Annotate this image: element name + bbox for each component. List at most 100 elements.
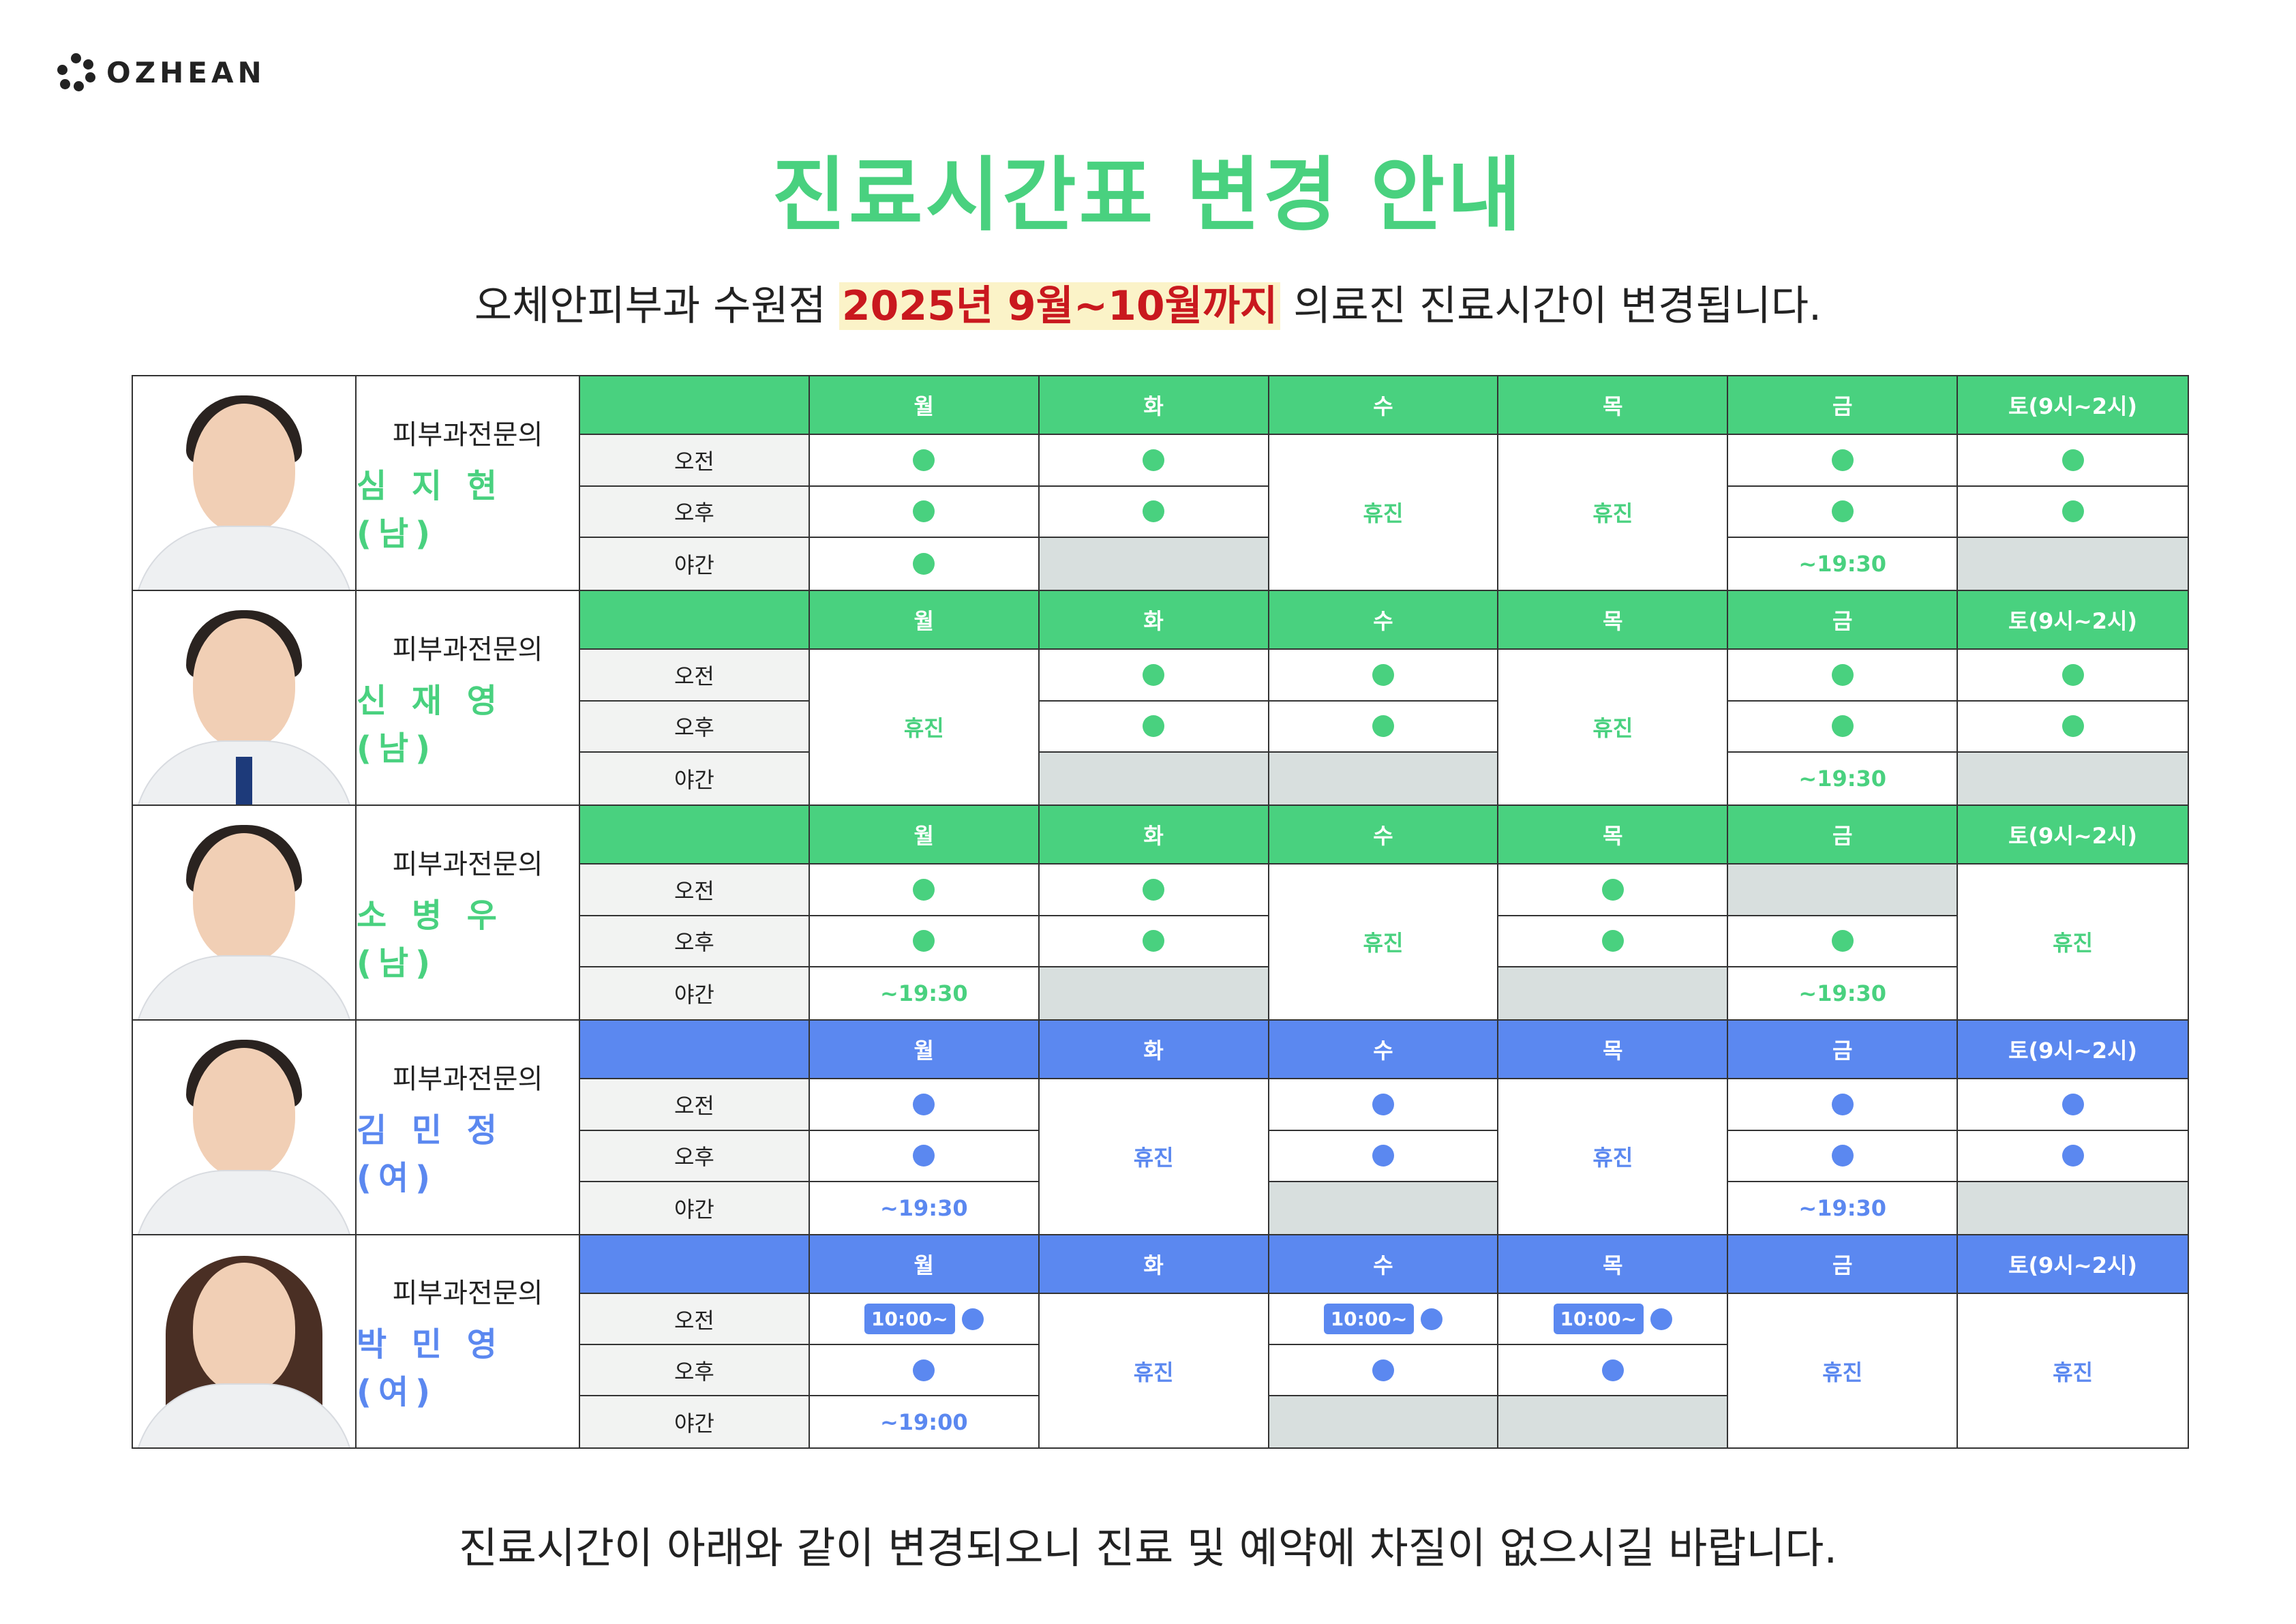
logo-text: OZHEAN xyxy=(106,55,266,89)
closed-cell: 휴진 xyxy=(1269,435,1499,590)
day-header: 목 xyxy=(1498,1021,1729,1079)
day-header: 수 xyxy=(1269,591,1499,650)
schedule-table: 피부과전문의 심 지 현(남) 월 화 수 목 금 토(9시~2시) 오전 오후 야간 휴진 휴진 ~19… xyxy=(132,375,2189,1449)
day-header: 금 xyxy=(1728,376,1959,435)
doctor-photo xyxy=(133,376,357,590)
session-cell xyxy=(1728,486,1959,539)
session-cell xyxy=(1039,650,1269,702)
day-header: 목 xyxy=(1498,591,1729,650)
night-hours-cell: ~19:30 xyxy=(810,967,1040,1019)
day-header: 토(9시~2시) xyxy=(1958,1021,2188,1079)
day-header: 월 xyxy=(809,376,1040,435)
doctor-photo xyxy=(133,1021,357,1234)
available-dot-icon xyxy=(1143,715,1165,738)
session-cell xyxy=(1958,702,2188,753)
doctor-name: 김 민 정(여) xyxy=(357,1111,504,1197)
doctor-name-cell: 피부과전문의 신 재 영(남) xyxy=(357,591,580,805)
session-cell xyxy=(810,538,1040,590)
period-label: 오후 xyxy=(580,916,810,968)
available-dot-icon xyxy=(1372,1093,1394,1115)
day-header: 월 xyxy=(809,591,1040,650)
available-dot-icon xyxy=(1601,878,1624,901)
available-dot-icon xyxy=(2061,663,2084,686)
header-corner xyxy=(580,806,810,864)
start-time-badge: 10:00~ xyxy=(864,1304,955,1334)
session-cell xyxy=(1039,864,1269,916)
available-dot-icon xyxy=(1650,1308,1673,1330)
session-cell xyxy=(809,1345,1040,1396)
period-label: 오후 xyxy=(580,1345,810,1396)
session-cell xyxy=(1269,1345,1499,1396)
night-hours-cell: ~19:30 xyxy=(810,1182,1040,1234)
closed-cell: 휴진 xyxy=(1498,1079,1729,1234)
day-header: 토(9시~2시) xyxy=(1958,591,2188,650)
session-cell xyxy=(1728,701,1959,753)
day-header: 화 xyxy=(1039,1235,1269,1294)
doctor-face xyxy=(193,1263,295,1392)
unavailable-cell xyxy=(1039,753,1269,805)
session-cell: 10:00~ xyxy=(1269,1294,1499,1345)
available-dot-icon xyxy=(1601,1359,1624,1381)
day-header: 월 xyxy=(809,1235,1040,1294)
unavailable-cell xyxy=(1958,1182,2188,1234)
session-cell xyxy=(1728,1079,1959,1131)
unavailable-cell xyxy=(1269,1182,1499,1234)
day-header: 금 xyxy=(1728,1021,1959,1079)
night-hours-cell: ~19:30 xyxy=(1728,1182,1959,1234)
available-dot-icon xyxy=(2061,1093,2084,1115)
session-cell xyxy=(809,864,1040,916)
unavailable-cell xyxy=(1958,538,2188,590)
doctor-name: 소 병 우(남) xyxy=(357,896,504,982)
session-cell xyxy=(1269,1130,1499,1183)
doctor-schedule-block: 피부과전문의 김 민 정(여) 월 화 수 목 금 토(9시~2시) 오전 오후 야간 ~19:30 휴… xyxy=(132,1019,2189,1234)
period-label: 야간 xyxy=(580,538,810,590)
doctor-face xyxy=(193,618,295,748)
unavailable-cell xyxy=(1039,538,1269,590)
available-dot-icon xyxy=(1831,663,1854,686)
period-label: 야간 xyxy=(580,1182,810,1234)
unavailable-cell xyxy=(1269,753,1499,805)
day-header: 화 xyxy=(1039,376,1269,435)
period-label: 오전 xyxy=(580,435,810,487)
available-dot-icon xyxy=(1831,500,1854,523)
doctor-face xyxy=(193,404,295,533)
closed-cell: 휴진 xyxy=(2053,1359,2094,1385)
day-header: 수 xyxy=(1269,1021,1499,1079)
day-header: 화 xyxy=(1039,806,1269,864)
period-label: 오후 xyxy=(580,486,810,539)
schedule-grid: 월 화 수 목 금 토(9시~2시) 오전 오후 야간 ~19:30 휴진 ~19:30 휴진 xyxy=(580,806,2188,1019)
header-corner xyxy=(580,591,810,650)
session-cell xyxy=(1039,701,1269,753)
subtitle-after: 의료진 진료시간이 변경됩니다. xyxy=(1280,282,1822,330)
doctor-name-cell: 피부과전문의 박 민 영(여) xyxy=(357,1235,580,1447)
doctor-coat xyxy=(134,1170,354,1234)
doctor-photo xyxy=(133,591,357,805)
session-cell xyxy=(1498,1345,1729,1396)
closed-cell: 휴진 xyxy=(1269,864,1499,1019)
unavailable-cell xyxy=(1728,864,1959,916)
night-hours-cell: ~19:30 xyxy=(1728,967,1959,1019)
header-corner xyxy=(580,1021,810,1079)
available-dot-icon xyxy=(1831,1093,1854,1115)
available-dot-icon xyxy=(913,1359,935,1381)
day-header: 토(9시~2시) xyxy=(1958,1235,2188,1294)
doctor-photo xyxy=(133,806,357,1019)
session-cell: 10:00~ xyxy=(809,1294,1040,1345)
available-dot-icon xyxy=(913,878,935,901)
day-header: 목 xyxy=(1498,806,1729,864)
available-dot-icon xyxy=(1831,930,1854,952)
subtitle-highlight: 2025년 9월~10월까지 xyxy=(839,282,1281,330)
closed-cell: 휴진 xyxy=(1498,435,1729,590)
available-dot-icon xyxy=(2061,1145,2084,1167)
session-cell xyxy=(1958,1131,2188,1183)
available-dot-icon xyxy=(1831,715,1854,738)
start-time-badge: 10:00~ xyxy=(1323,1304,1415,1334)
available-dot-icon xyxy=(1143,878,1165,901)
header-corner xyxy=(580,1235,810,1294)
available-dot-icon xyxy=(913,930,935,952)
available-dot-icon xyxy=(1421,1308,1443,1330)
day-header: 금 xyxy=(1728,591,1959,650)
period-label: 오전 xyxy=(580,864,810,916)
flower-dots-icon xyxy=(57,53,95,91)
day-header: 금 xyxy=(1728,1235,1959,1294)
